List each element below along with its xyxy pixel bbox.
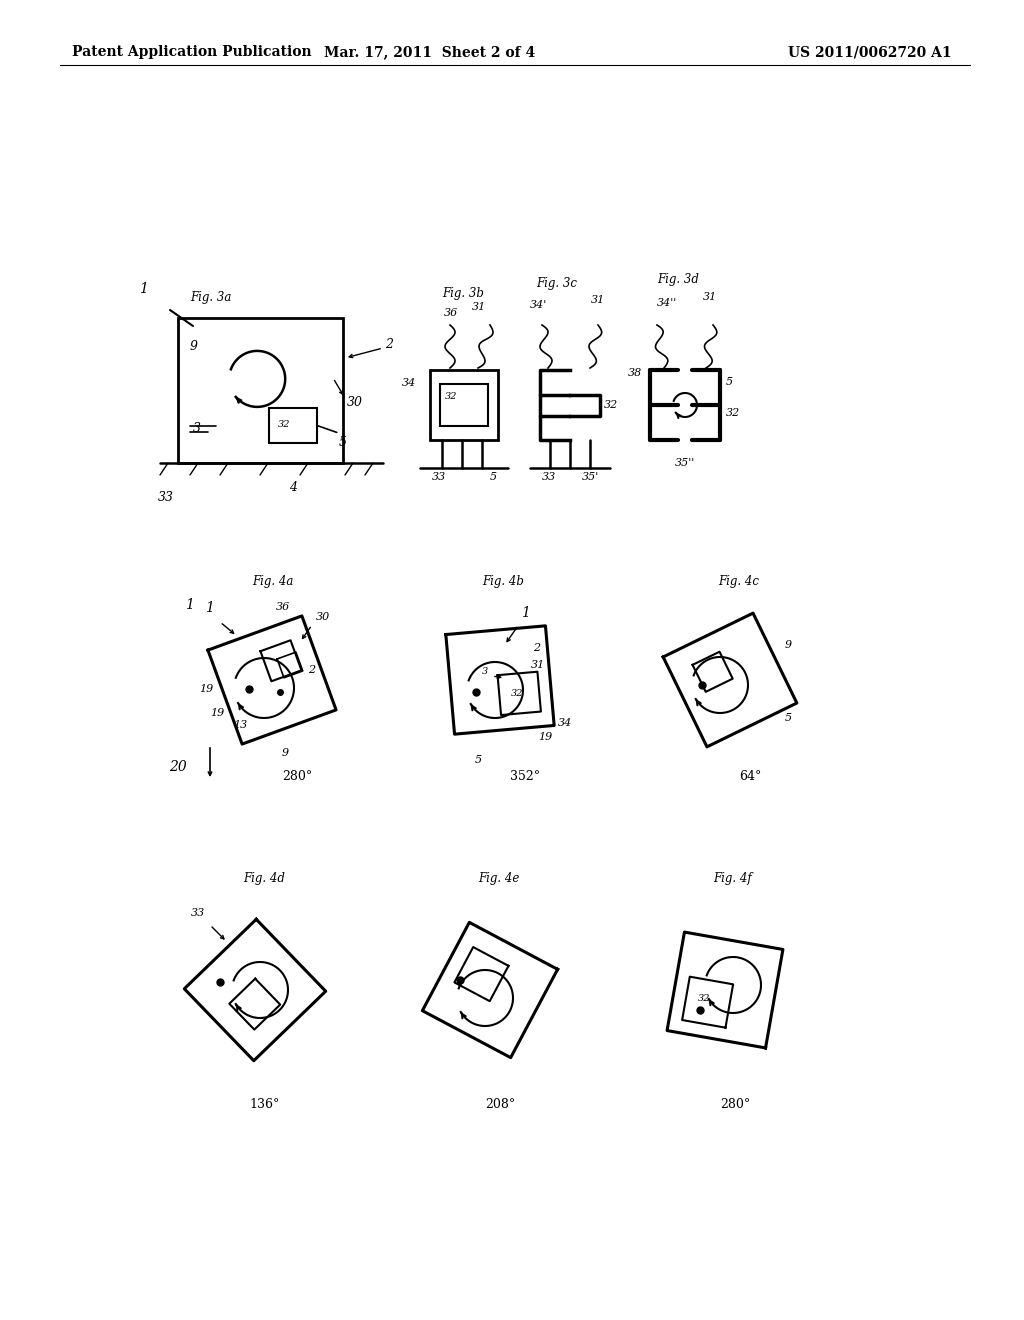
Text: 30: 30 xyxy=(347,396,362,409)
Text: Patent Application Publication: Patent Application Publication xyxy=(72,45,311,59)
Text: 31: 31 xyxy=(702,292,717,302)
Text: 32: 32 xyxy=(604,400,618,411)
Text: 38: 38 xyxy=(628,368,642,378)
Text: 9: 9 xyxy=(282,748,289,758)
Bar xyxy=(268,408,316,444)
Text: 33: 33 xyxy=(542,473,556,482)
Text: 36: 36 xyxy=(276,602,290,612)
Text: Fig. 3b: Fig. 3b xyxy=(442,286,484,300)
Text: 64°: 64° xyxy=(738,770,761,783)
Text: 33: 33 xyxy=(190,908,205,917)
Text: 34': 34' xyxy=(529,300,547,310)
Text: 19: 19 xyxy=(538,733,552,742)
Text: 280°: 280° xyxy=(282,770,312,783)
Text: 5: 5 xyxy=(726,378,733,387)
Text: 31: 31 xyxy=(591,294,605,305)
Bar xyxy=(440,384,488,426)
Text: Fig. 4f: Fig. 4f xyxy=(713,873,752,884)
Text: 32: 32 xyxy=(279,420,291,429)
Text: Fig. 3c: Fig. 3c xyxy=(536,277,577,290)
Text: Fig. 4a: Fig. 4a xyxy=(252,576,293,587)
Text: 32: 32 xyxy=(511,689,523,698)
Text: 31: 31 xyxy=(530,660,545,671)
Text: 5: 5 xyxy=(490,473,497,482)
Bar xyxy=(178,318,343,463)
Text: 2: 2 xyxy=(385,338,393,351)
Text: 30: 30 xyxy=(316,612,331,622)
Text: 13: 13 xyxy=(232,719,247,730)
Text: 5: 5 xyxy=(785,713,793,723)
Text: US 2011/0062720 A1: US 2011/0062720 A1 xyxy=(788,45,952,59)
Text: 1: 1 xyxy=(139,282,148,296)
Bar xyxy=(430,370,498,440)
Text: Fig. 4b: Fig. 4b xyxy=(482,576,524,587)
Text: 32: 32 xyxy=(726,408,740,418)
Text: 33: 33 xyxy=(158,491,174,504)
Text: Fig. 3d: Fig. 3d xyxy=(657,273,698,286)
Text: 4: 4 xyxy=(290,480,298,494)
Text: 20: 20 xyxy=(169,760,187,774)
Text: 5: 5 xyxy=(339,436,347,449)
Text: 3: 3 xyxy=(482,668,488,676)
Text: 31: 31 xyxy=(472,302,486,312)
Text: 9: 9 xyxy=(785,640,793,649)
Text: 136°: 136° xyxy=(250,1098,281,1111)
Text: 34: 34 xyxy=(558,718,572,729)
Text: 34'': 34'' xyxy=(657,298,677,308)
Text: 352°: 352° xyxy=(510,770,540,783)
Text: 34: 34 xyxy=(402,378,416,388)
Text: 280°: 280° xyxy=(720,1098,751,1111)
Text: 2: 2 xyxy=(532,643,540,653)
Text: Fig. 4e: Fig. 4e xyxy=(478,873,519,884)
Text: 32: 32 xyxy=(445,392,458,401)
Text: 1: 1 xyxy=(205,601,214,615)
Text: 19: 19 xyxy=(200,684,214,693)
Text: 9: 9 xyxy=(190,341,198,352)
Text: Fig. 3a: Fig. 3a xyxy=(190,290,231,304)
Text: 1: 1 xyxy=(185,598,194,612)
Text: 35'': 35'' xyxy=(675,458,694,469)
Text: 33: 33 xyxy=(432,473,446,482)
Text: Mar. 17, 2011  Sheet 2 of 4: Mar. 17, 2011 Sheet 2 of 4 xyxy=(325,45,536,59)
Text: Fig. 4c: Fig. 4c xyxy=(718,576,759,587)
Text: 19: 19 xyxy=(210,708,224,718)
Text: 35': 35' xyxy=(582,473,599,482)
Text: 3: 3 xyxy=(193,422,201,436)
Text: 36: 36 xyxy=(444,308,459,318)
Text: 208°: 208° xyxy=(485,1098,515,1111)
Text: 1: 1 xyxy=(521,606,530,620)
Text: 32: 32 xyxy=(697,994,710,1003)
Text: 2: 2 xyxy=(308,665,315,675)
Text: 5: 5 xyxy=(475,755,482,766)
Text: Fig. 4d: Fig. 4d xyxy=(243,873,285,884)
